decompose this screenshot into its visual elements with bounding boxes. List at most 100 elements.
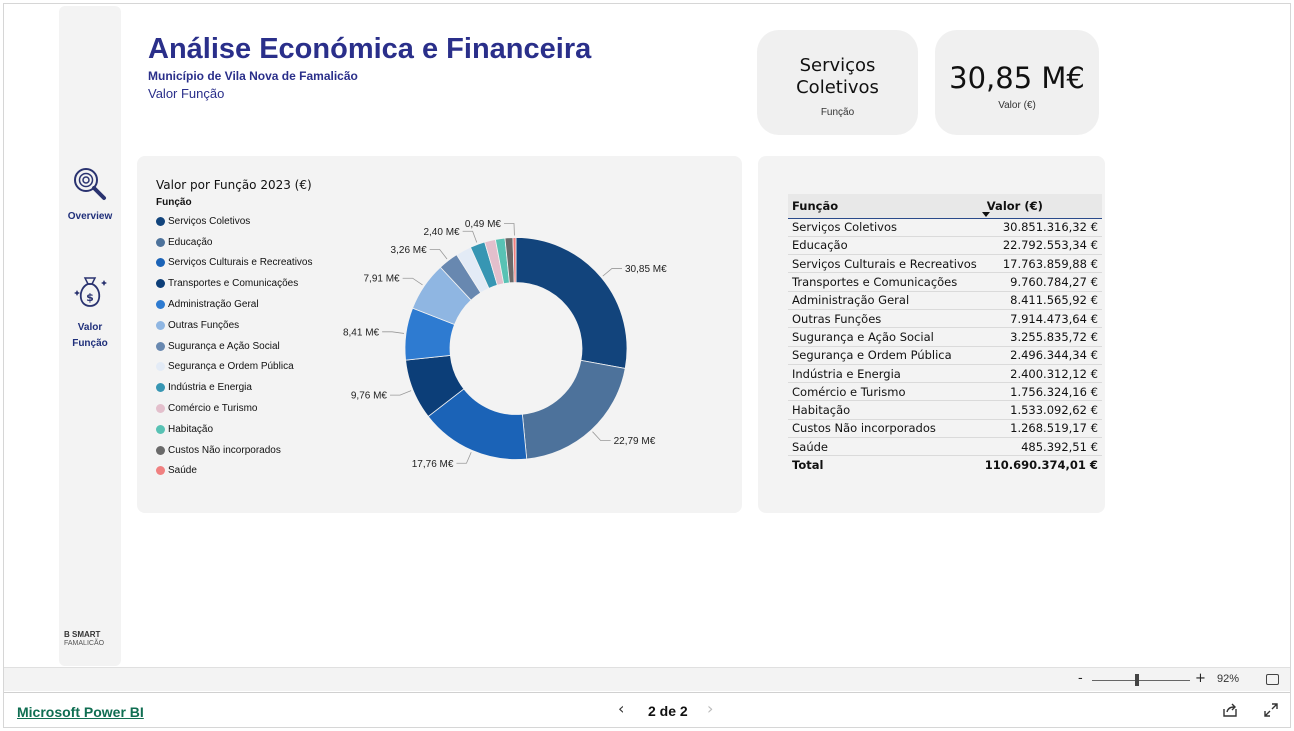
legend-item[interactable]: Segurança e Ordem Pública	[156, 357, 313, 378]
nav-item-valor-funcao[interactable]: $ Valor Função	[59, 272, 121, 352]
next-page-button[interactable]: ›	[707, 699, 714, 718]
card-valor: 30,85 M€ Valor (€)	[935, 30, 1099, 135]
zoom-out-button[interactable]: -	[1078, 671, 1083, 686]
donut-slice[interactable]	[515, 237, 628, 369]
row-funcao: Segurança e Ordem Pública	[788, 346, 981, 365]
col-header-valor[interactable]: Valor (€)	[980, 194, 1102, 219]
data-label-leader	[429, 249, 448, 260]
data-label-leader	[402, 277, 423, 286]
row-funcao: Administração Geral	[788, 291, 981, 310]
chart-legend: Serviços Coletivos Educação Serviços Cultu…	[156, 211, 313, 481]
data-label: 2,40 M€	[423, 227, 460, 238]
table-row[interactable]: Serviços Culturais e Recreativos 17.763.8…	[788, 254, 1102, 274]
legend-label: Serviços Coletivos	[168, 215, 251, 227]
page-indicator: 2 de 2	[648, 703, 688, 719]
legend-item[interactable]: Comércio e Turismo	[156, 398, 313, 419]
legend-marker	[156, 258, 165, 268]
legend-label: Comércio e Turismo	[168, 403, 258, 415]
data-label-leader	[592, 431, 611, 441]
card-funcao-line2: Coletivos	[796, 77, 879, 98]
card-valor-caption: Valor (€)	[998, 100, 1036, 111]
row-funcao: Transportes e Comunicações	[788, 272, 981, 292]
zoom-in-button[interactable]: +	[1195, 671, 1206, 686]
legend-item[interactable]: Habitação	[156, 419, 313, 440]
legend-marker	[156, 466, 165, 476]
donut-slice[interactable]	[512, 237, 517, 283]
row-funcao: Comércio e Turismo	[788, 382, 981, 402]
legend-item[interactable]: Sugurança e Ação Social	[156, 336, 313, 357]
row-valor: 1.268.519,17 €	[980, 419, 1102, 439]
legend-label: Custos Não incorporados	[168, 444, 281, 456]
data-label: 8,41 M€	[343, 327, 380, 338]
table-panel: Função Valor (€) Serviços Coletivos 30.85…	[758, 156, 1105, 513]
search-analytics-icon	[74, 168, 106, 200]
legend-marker	[156, 341, 165, 351]
data-label-leader	[504, 223, 515, 236]
table-row[interactable]: Comércio e Turismo 1.756.324,16 €	[788, 382, 1102, 402]
legend-label: Saúde	[168, 465, 197, 477]
table-row[interactable]: Saúde 485.392,51 €	[788, 437, 1102, 457]
data-label-leader	[462, 230, 478, 243]
table-row[interactable]: Habitação 1.533.092,62 €	[788, 400, 1102, 420]
logo-text: B SMART	[64, 630, 101, 639]
legend-label: Indústria e Energia	[168, 382, 252, 394]
legend-item[interactable]: Educação	[156, 232, 313, 253]
row-valor: 9.760.784,27 €	[980, 272, 1102, 292]
legend-marker	[156, 404, 165, 414]
row-funcao: Habitação	[788, 400, 981, 420]
zoom-slider-track[interactable]	[1092, 680, 1190, 681]
table-row[interactable]: Custos Não incorporados 1.268.519,17 €	[788, 419, 1102, 439]
powerbi-link[interactable]: Microsoft Power BI	[17, 704, 144, 720]
data-label-leader	[602, 268, 622, 277]
table-row[interactable]: Educação 22.792.553,34 €	[788, 236, 1102, 256]
legend-marker	[156, 362, 165, 372]
legend-label: Outras Funções	[168, 319, 240, 331]
table-row[interactable]: Administração Geral 8.411.565,92 €	[788, 291, 1102, 310]
table-row[interactable]: Segurança e Ordem Pública 2.496.344,34 €	[788, 346, 1102, 365]
legend-item[interactable]: Serviços Coletivos	[156, 211, 313, 232]
fit-to-page-icon[interactable]	[1266, 674, 1279, 685]
fullscreen-icon[interactable]	[1263, 702, 1279, 718]
zoom-percent: 92%	[1217, 673, 1240, 685]
legend-item[interactable]: Serviços Culturais e Recreativos	[156, 253, 313, 274]
donut-chart[interactable]: 30,85 M€ 22,79 M€ 17,76 M€ 9,76 M€ 8,41 M€ 7,…	[137, 156, 742, 513]
zoom-slider-thumb[interactable]	[1135, 674, 1139, 686]
legend-item[interactable]: Custos Não incorporados	[156, 440, 313, 461]
legend-item[interactable]: Administração Geral	[156, 294, 313, 315]
legend-marker	[156, 445, 165, 455]
nav-label-overview: Overview	[67, 211, 113, 222]
row-valor: 1.533.092,62 €	[980, 400, 1102, 420]
nav-label-funcao: Função	[72, 338, 108, 349]
nav-item-overview[interactable]: Overview	[59, 166, 121, 225]
legend-marker	[156, 237, 165, 247]
table-row[interactable]: Transportes e Comunicações 9.760.784,27 €	[788, 272, 1102, 292]
data-label: 17,76 M€	[412, 459, 454, 470]
legend-item[interactable]: Saúde	[156, 461, 313, 482]
legend-item[interactable]: Transportes e Comunicações	[156, 273, 313, 294]
data-label: 0,49 M€	[465, 219, 502, 230]
data-label: 30,85 M€	[625, 264, 667, 275]
table-total-row: Total 110.690.374,01 €	[788, 455, 1102, 475]
share-icon[interactable]	[1222, 702, 1238, 718]
row-funcao: Serviços Coletivos	[788, 218, 981, 237]
legend-marker	[156, 300, 165, 310]
table-row[interactable]: Outras Funções 7.914.473,64 €	[788, 309, 1102, 329]
legend-item[interactable]: Indústria e Energia	[156, 377, 313, 398]
table-row[interactable]: Indústria e Energia 2.400.312,12 €	[788, 364, 1102, 384]
legend-marker	[156, 424, 165, 434]
table-row[interactable]: Serviços Coletivos 30.851.316,32 €	[788, 218, 1102, 237]
row-valor: 30.851.316,32 €	[980, 218, 1102, 237]
row-valor: 485.392,51 €	[980, 437, 1102, 457]
data-label: 9,76 M€	[351, 391, 388, 402]
legend-marker	[156, 320, 165, 330]
prev-page-button[interactable]: ‹	[618, 699, 625, 718]
col-header-valor-label: Valor (€)	[986, 198, 1043, 213]
table-row[interactable]: Sugurança e Ação Social 3.255.835,72 €	[788, 327, 1102, 347]
card-funcao: Serviços Coletivos Função	[757, 30, 918, 135]
nav-label-valor: Valor	[77, 322, 103, 333]
money-bag-icon: $	[74, 277, 107, 307]
donut-slice[interactable]	[521, 359, 626, 460]
legend-item[interactable]: Outras Funções	[156, 315, 313, 336]
col-header-funcao[interactable]: Função	[788, 194, 981, 219]
card-funcao-caption: Função	[820, 107, 855, 118]
